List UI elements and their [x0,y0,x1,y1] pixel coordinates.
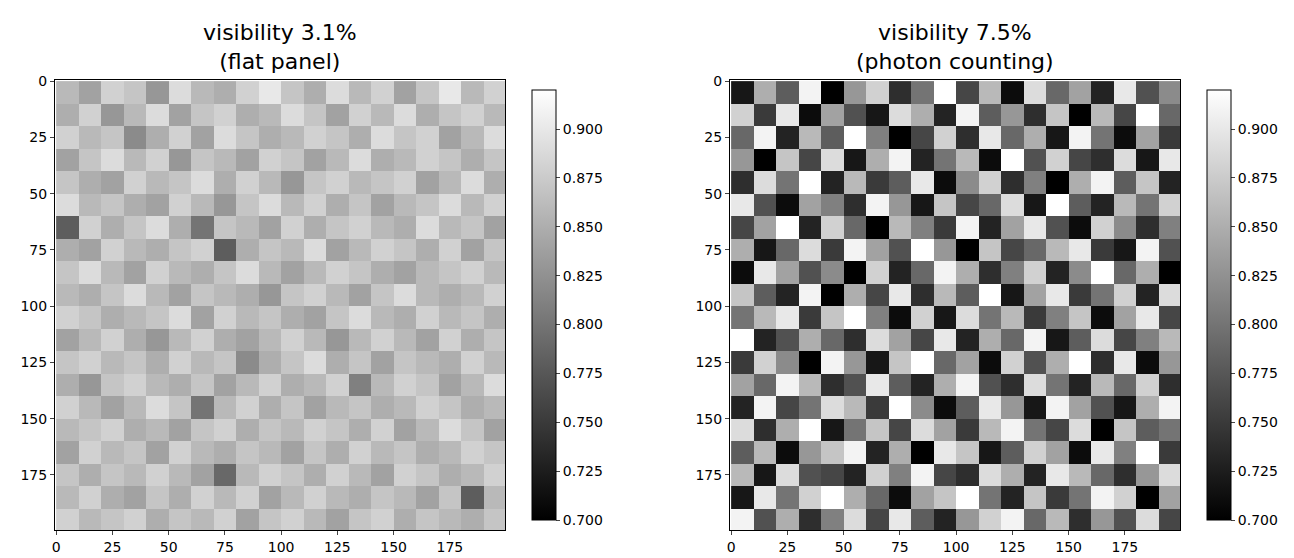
svg-text:75: 75 [216,539,234,555]
svg-text:0.850: 0.850 [563,219,603,235]
svg-text:0.700: 0.700 [563,512,603,528]
svg-text:0.875: 0.875 [563,170,603,186]
svg-text:0.725: 0.725 [1238,463,1278,479]
svg-text:0.775: 0.775 [563,365,603,381]
svg-text:0.775: 0.775 [1238,365,1278,381]
svg-text:25: 25 [704,129,722,145]
svg-text:25: 25 [29,129,47,145]
svg-text:0.825: 0.825 [563,268,603,284]
svg-text:25: 25 [778,539,796,555]
svg-text:0.700: 0.700 [1238,512,1278,528]
svg-text:75: 75 [704,242,722,258]
svg-text:0.875: 0.875 [1238,170,1278,186]
svg-text:0.725: 0.725 [563,463,603,479]
svg-text:0.750: 0.750 [1238,414,1278,430]
svg-text:0.800: 0.800 [563,316,603,332]
svg-text:125: 125 [999,539,1026,555]
svg-text:0.850: 0.850 [1238,219,1278,235]
svg-text:0.800: 0.800 [1238,316,1278,332]
svg-text:125: 125 [695,354,722,370]
svg-text:100: 100 [943,539,970,555]
svg-text:visibility 7.5%(photon countin: visibility 7.5%(photon counting) [856,20,1054,74]
svg-text:0.900: 0.900 [1238,121,1278,137]
svg-text:0: 0 [713,73,722,89]
svg-text:0.900: 0.900 [563,121,603,137]
svg-text:175: 175 [695,467,722,483]
svg-text:100: 100 [695,298,722,314]
svg-text:175: 175 [437,539,464,555]
svg-text:100: 100 [268,539,295,555]
svg-text:175: 175 [20,467,47,483]
svg-text:125: 125 [20,354,47,370]
svg-text:50: 50 [835,539,853,555]
svg-text:0: 0 [52,539,61,555]
svg-text:150: 150 [20,411,47,427]
svg-text:100: 100 [20,298,47,314]
svg-text:150: 150 [380,539,407,555]
svg-text:visibility 3.1%(flat panel): visibility 3.1%(flat panel) [203,20,357,74]
svg-text:75: 75 [891,539,909,555]
svg-text:75: 75 [29,242,47,258]
svg-text:50: 50 [160,539,178,555]
svg-text:50: 50 [29,186,47,202]
svg-text:0.750: 0.750 [563,414,603,430]
svg-text:175: 175 [1112,539,1139,555]
svg-text:150: 150 [695,411,722,427]
svg-text:25: 25 [103,539,121,555]
svg-text:0: 0 [727,539,736,555]
svg-text:125: 125 [324,539,351,555]
svg-text:50: 50 [704,186,722,202]
svg-text:150: 150 [1055,539,1082,555]
svg-text:0: 0 [38,73,47,89]
svg-text:0.825: 0.825 [1238,268,1278,284]
